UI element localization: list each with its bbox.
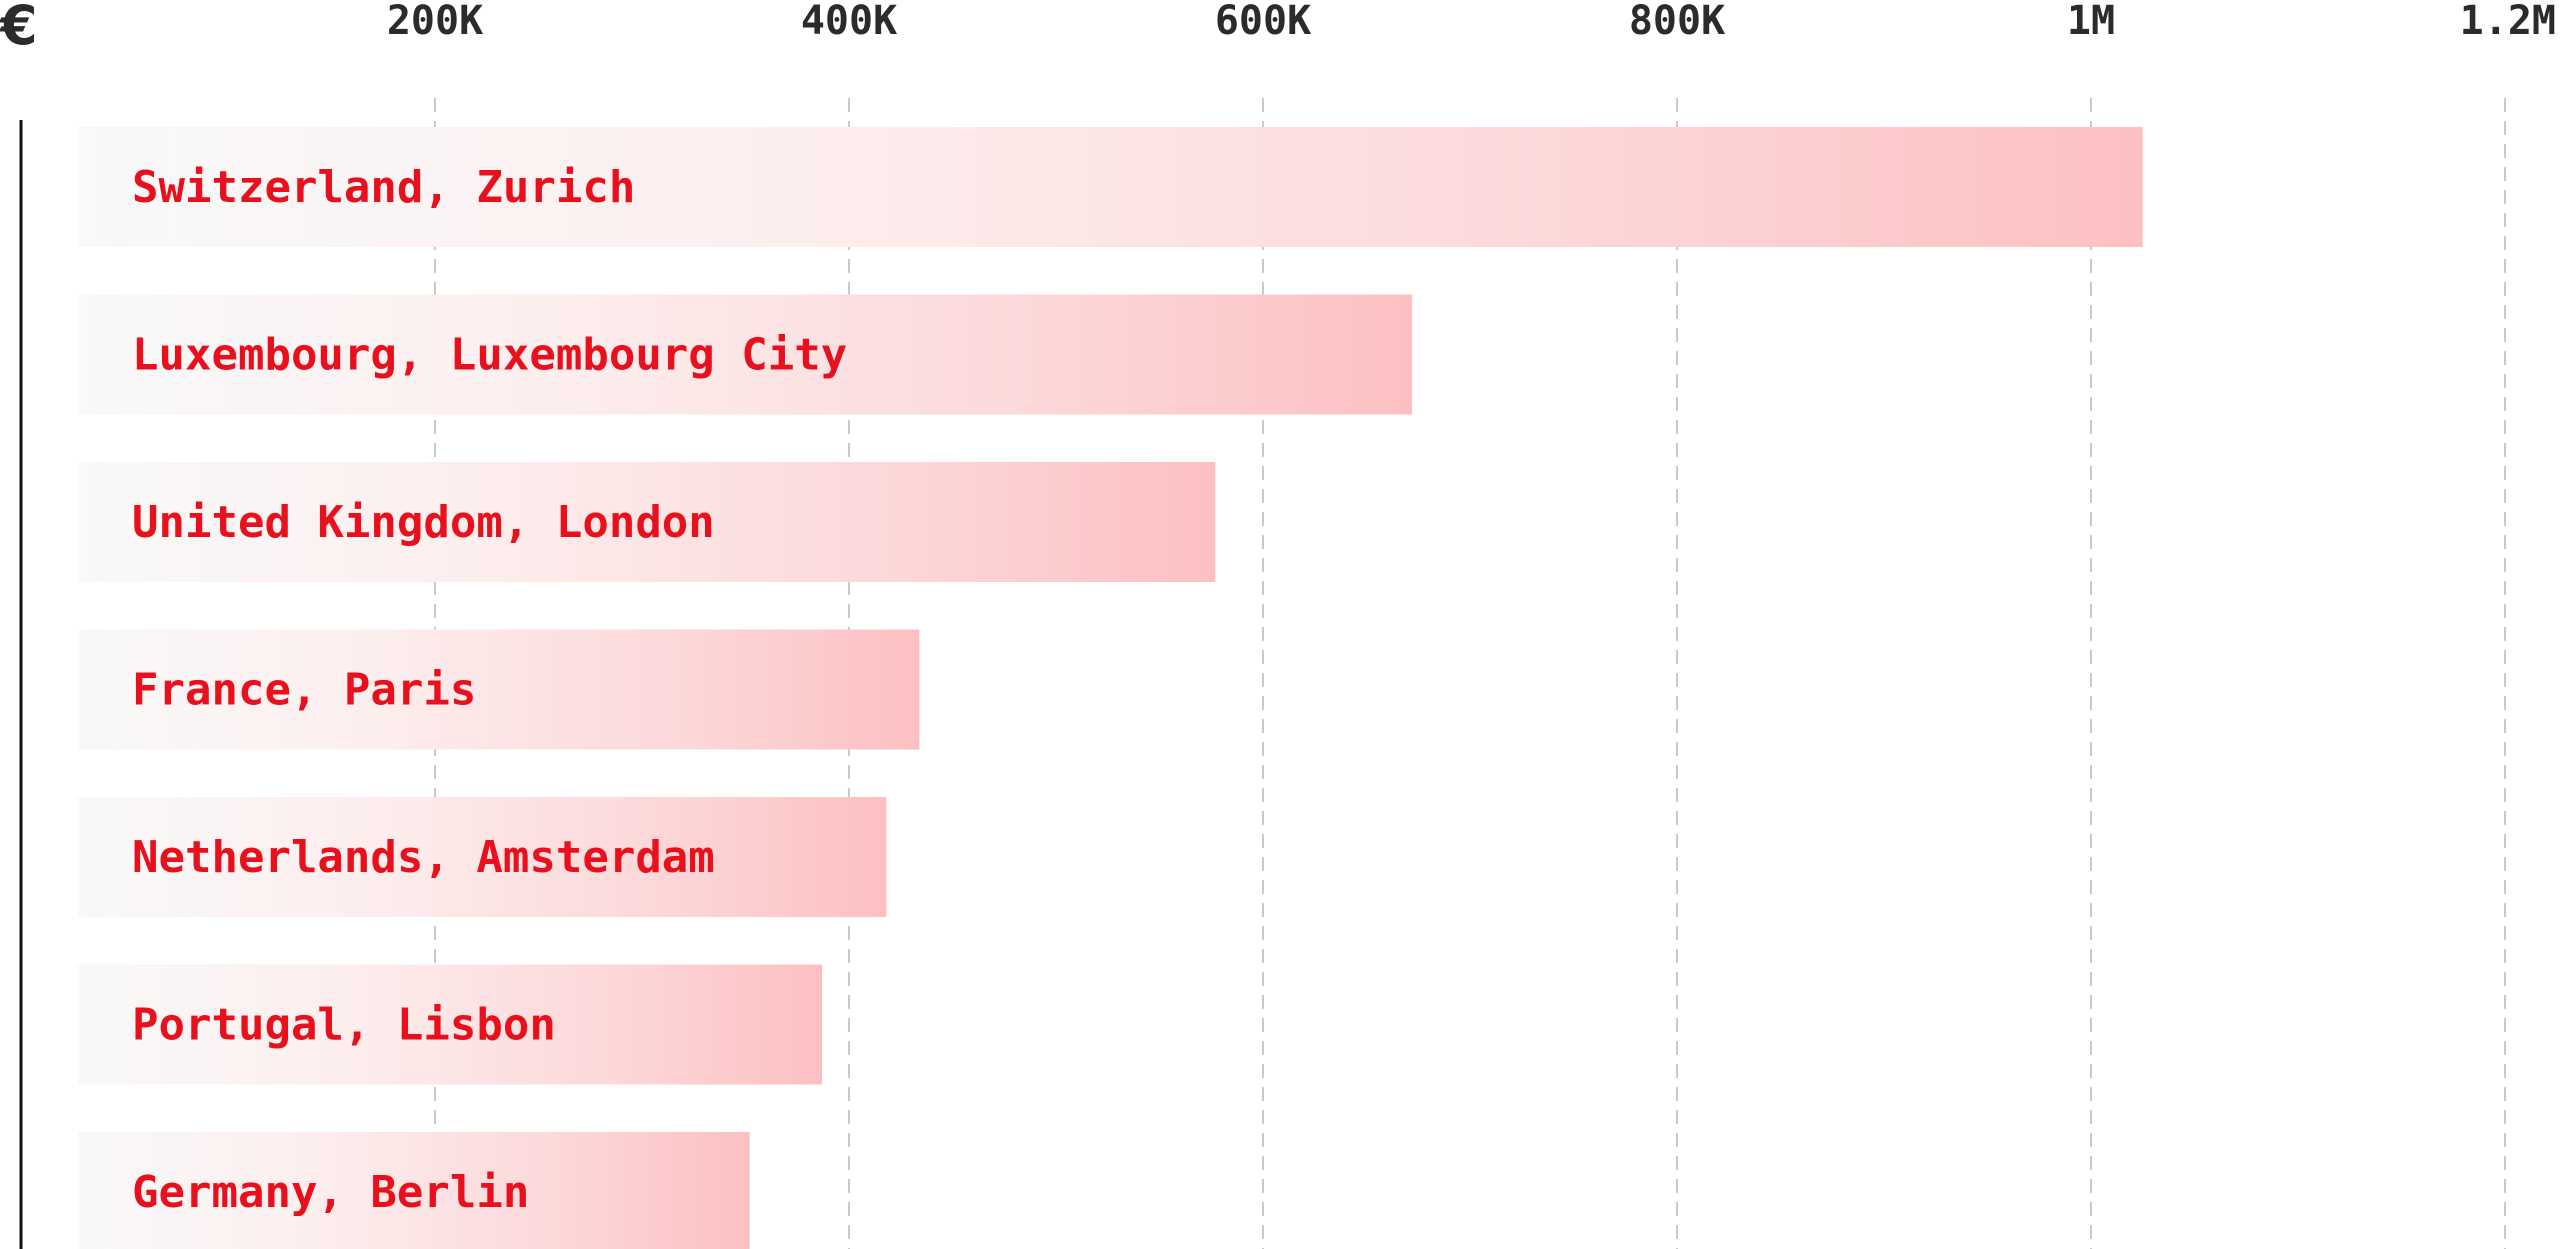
bar-luxembourg-luxembourg-city <box>78 294 1413 415</box>
bar-label-netherlands-amsterdam: Netherlands, Amsterdam <box>132 832 715 883</box>
currency-label: € <box>0 0 38 57</box>
bar-switzerland-zurich <box>78 127 2143 247</box>
tick-label-200k: 200K <box>387 0 483 44</box>
tick-label-1m: 1M <box>2067 0 2115 44</box>
bar-group-netherlands-amsterdam: Netherlands, Amsterdam <box>78 797 887 917</box>
bar-netherlands-amsterdam <box>78 797 887 917</box>
bar-group-germany-berlin: Germany, Berlin <box>78 1132 750 1249</box>
bar-label-switzerland-zurich: Switzerland, Zurich <box>132 162 635 213</box>
bar-germany-berlin <box>78 1132 750 1249</box>
bar-group-france-paris: France, Paris <box>78 629 920 750</box>
tick-label-800k: 800K <box>1629 0 1725 44</box>
bar-label-united-kingdom-london: United Kingdom, London <box>132 497 715 548</box>
x-axis-ticks: 200K 400K 600K 800K 1M 1.2M <box>387 0 2556 44</box>
tick-label-600k: 600K <box>1215 0 1311 44</box>
bar-france-paris <box>78 629 920 750</box>
bar-label-france-paris: France, Paris <box>132 665 476 716</box>
bar-group-luxembourg-luxembourg-city: Luxembourg, Luxembourg City <box>78 294 1413 415</box>
bar-portugal-lisbon <box>78 964 823 1085</box>
bar-group-switzerland-zurich: Switzerland, Zurich <box>78 127 2143 247</box>
bar-group-portugal-lisbon: Portugal, Lisbon <box>78 964 823 1085</box>
bar-united-kingdom-london <box>78 462 1216 582</box>
bars: Switzerland, Zurich Luxembourg, Luxembour… <box>78 127 2143 1249</box>
tick-label-1-2m: 1.2M <box>2460 0 2556 44</box>
tick-label-400k: 400K <box>801 0 897 44</box>
bar-group-united-kingdom-london: United Kingdom, London <box>78 462 1216 582</box>
bar-label-portugal-lisbon: Portugal, Lisbon <box>132 1000 556 1051</box>
bar-label-germany-berlin: Germany, Berlin <box>132 1167 529 1218</box>
bar-label-luxembourg-luxembourg-city: Luxembourg, Luxembourg City <box>132 330 847 381</box>
